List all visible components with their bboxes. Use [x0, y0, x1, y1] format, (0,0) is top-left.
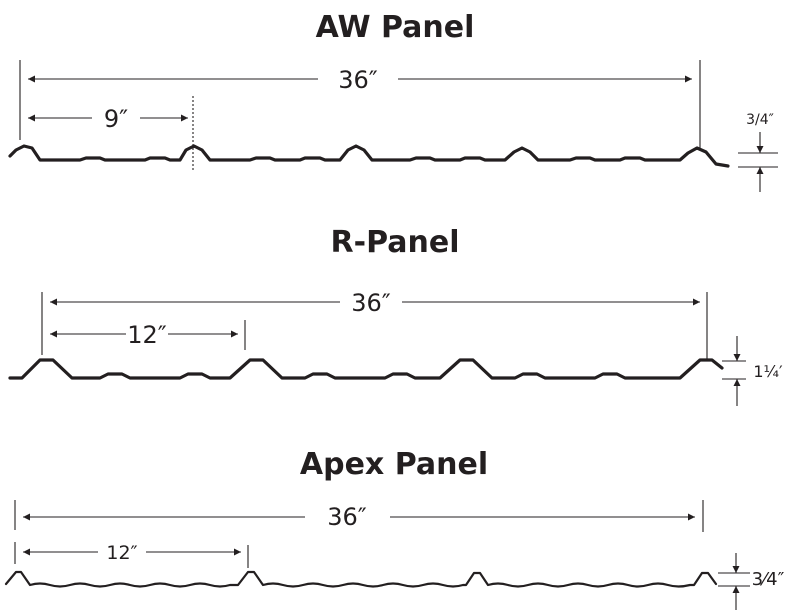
r-spacing-dimension: 12″	[50, 321, 238, 349]
aw-panel: AW Panel 36″ 9″ 3/4″	[8, 10, 778, 192]
apex-panel: Apex Panel 36″ 12″ 3⁄4″	[4, 447, 785, 610]
aw-overall-width-label: 36″	[338, 66, 378, 94]
apex-spacing-dimension: 12″	[23, 542, 241, 564]
r-panel-profile	[8, 358, 724, 380]
aw-rib-height-dimension: 3/4″	[738, 112, 778, 192]
aw-spacing-dimension: 9″	[28, 105, 188, 133]
aw-rib-height-label: 3/4″	[746, 112, 774, 128]
apex-panel-title: Apex Panel	[300, 447, 488, 482]
apex-rib-height-label: 3⁄4″	[752, 569, 785, 590]
r-rib-height-dimension: 1¼′	[722, 336, 783, 406]
aw-panel-title: AW Panel	[316, 10, 475, 45]
r-overall-dimension: 36″	[50, 288, 700, 318]
r-panel-title: R-Panel	[331, 225, 460, 260]
apex-overall-width-label: 36″	[327, 503, 367, 531]
aw-overall-dimension: 36″	[28, 64, 692, 94]
aw-panel-profile	[8, 144, 730, 168]
r-overall-width-label: 36″	[351, 289, 391, 317]
apex-spacing-label: 12″	[106, 542, 137, 564]
apex-overall-dimension: 36″	[23, 503, 695, 531]
r-rib-height-label: 1¼′	[753, 362, 783, 381]
r-spacing-label: 12″	[127, 321, 167, 349]
aw-spacing-label: 9″	[104, 105, 128, 133]
apex-panel-profile	[4, 570, 718, 588]
apex-rib-height-dimension: 3⁄4″	[718, 553, 785, 610]
r-panel: R-Panel 36″ 12″ 1¼′	[8, 225, 783, 406]
